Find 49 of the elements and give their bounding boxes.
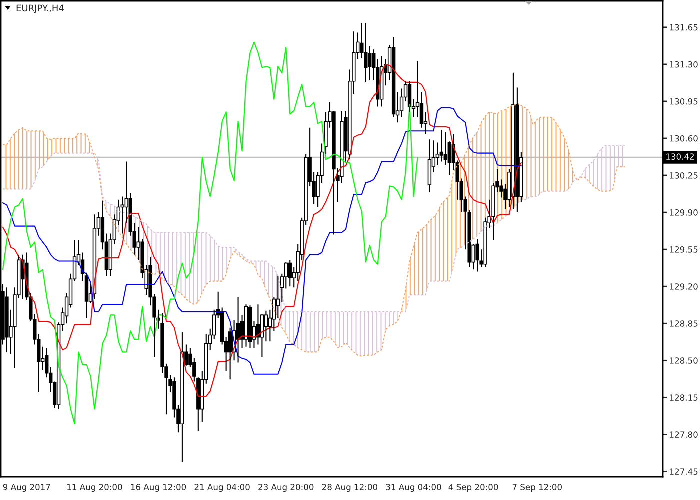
x-tick-label: 16 Aug 12:00: [131, 484, 186, 492]
candlestick: [120, 196, 124, 234]
ref-line-label: 130.42: [666, 154, 694, 160]
y-tick-label: 129.90: [670, 210, 698, 216]
candlestick: [368, 46, 372, 81]
line-series: [2, 103, 626, 357]
y-tick-label: 129.20: [670, 284, 698, 290]
candlestick: [180, 332, 184, 463]
y-tick-label: 127.80: [670, 432, 698, 438]
line-series: [2, 64, 522, 398]
candlestick: [440, 130, 444, 162]
y-tick-label: 130.95: [670, 98, 698, 105]
candlestick: [276, 276, 280, 319]
candlestick: [236, 296, 240, 364]
x-tick-label: 23 Aug 20:00: [258, 484, 314, 492]
candlestick: [228, 327, 232, 380]
candlestick: [288, 260, 292, 288]
x-tick-label: 9 Aug 2017: [3, 484, 50, 492]
line-series: [2, 145, 626, 313]
candlestick: [260, 314, 264, 358]
candlestick: [244, 304, 248, 348]
line-series: [2, 42, 418, 425]
y-tick-label: 131.65: [670, 24, 698, 31]
candlestick: [5, 287, 9, 353]
line-series: [2, 107, 522, 375]
y-tick-label: 130.60: [670, 135, 698, 142]
x-tick-label: 28 Aug 12:00: [322, 484, 378, 492]
x-tick-label: 11 Aug 20:00: [68, 484, 122, 492]
x-tick-label: 4 Sep 20:00: [448, 484, 498, 492]
candlestick: [284, 262, 288, 290]
y-tick-label: 127.45: [670, 468, 698, 475]
candlestick: [364, 22, 368, 83]
y-tick-label: 129.55: [670, 246, 698, 253]
candlestick: [264, 310, 268, 342]
y-tick-label: 131.30: [670, 61, 698, 68]
chart-title: EURJPY.,H4: [16, 4, 64, 14]
candlestick: [476, 238, 480, 272]
y-tick-label: 128.85: [670, 320, 698, 327]
candlestick: [248, 305, 252, 348]
candlestick: [512, 72, 516, 210]
candlestick: [428, 139, 432, 193]
candlestick: [392, 36, 396, 118]
y-tick-label: 128.50: [670, 358, 698, 364]
x-tick-label: 7 Sep 12:00: [512, 484, 562, 492]
y-tick-label: 128.15: [670, 394, 698, 401]
x-tick-label: 21 Aug 04:00: [194, 484, 250, 492]
y-tick-label: 130.25: [670, 172, 698, 179]
x-tick-label: 31 Aug 04:00: [386, 484, 442, 492]
candlestick: [444, 132, 448, 166]
